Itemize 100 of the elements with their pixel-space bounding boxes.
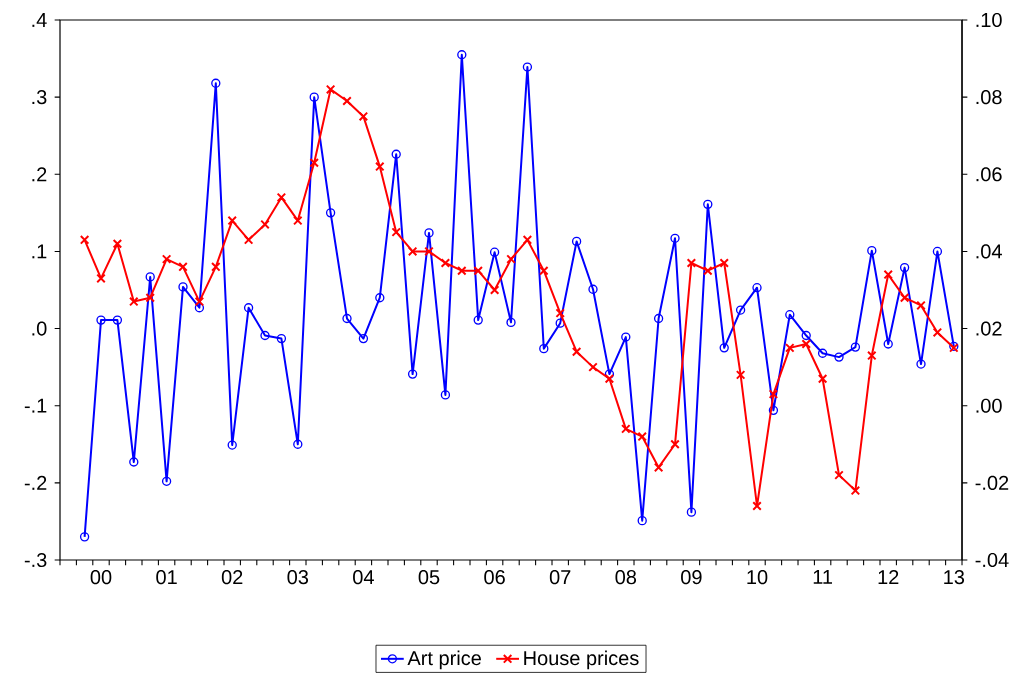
y2-tick-label: .00	[976, 398, 1002, 413]
y-tick-label: -.3	[24, 552, 47, 568]
point	[834, 470, 844, 480]
point	[276, 333, 287, 344]
point	[293, 215, 303, 226]
point	[161, 254, 172, 264]
point	[883, 269, 893, 280]
point	[112, 315, 123, 325]
x-tick-label: 05	[418, 570, 440, 585]
point	[325, 84, 336, 95]
y2-tick-label: .04	[976, 244, 1002, 259]
x-tick-label: 04	[353, 570, 374, 585]
point	[342, 313, 352, 324]
point	[440, 390, 451, 400]
y2-tick-label: .08	[976, 90, 1002, 105]
point	[719, 343, 729, 353]
point	[112, 238, 123, 249]
y2-tick-label: -.02	[975, 475, 1009, 490]
y-tick-label: .0	[32, 321, 47, 336]
y2-tick-label: -.04	[975, 552, 1009, 568]
point	[555, 308, 565, 318]
point	[194, 296, 205, 307]
point	[867, 350, 877, 361]
point	[178, 282, 188, 292]
point	[145, 272, 155, 282]
point	[571, 346, 582, 357]
y2-tick-label: .10	[976, 12, 1002, 28]
point	[457, 50, 467, 60]
y-tick-label: .2	[32, 167, 47, 182]
x-tick-label: 00	[90, 570, 112, 585]
point	[621, 424, 631, 434]
point	[539, 343, 549, 354]
point	[79, 235, 90, 245]
point	[703, 199, 713, 210]
point	[801, 330, 811, 341]
point	[588, 362, 598, 372]
point	[670, 439, 680, 450]
point	[883, 339, 893, 349]
point	[161, 476, 172, 486]
point	[752, 501, 762, 511]
point	[309, 157, 319, 168]
point	[473, 315, 483, 325]
point	[424, 246, 434, 257]
point	[358, 111, 369, 122]
point	[621, 332, 631, 342]
y-tick-label: .3	[32, 90, 47, 105]
x-tick-label: 12	[878, 570, 899, 585]
point	[604, 373, 615, 384]
point	[375, 293, 385, 303]
x-tick-label: 13	[944, 570, 965, 585]
point	[211, 262, 221, 272]
point	[145, 292, 155, 303]
point	[703, 265, 713, 276]
x-tick-label: 07	[549, 570, 571, 585]
point	[260, 330, 270, 341]
x-tick-label: 02	[221, 570, 243, 585]
point	[325, 208, 336, 218]
point	[194, 303, 205, 313]
point	[276, 192, 287, 203]
point	[817, 373, 828, 384]
point	[473, 265, 483, 276]
point	[129, 296, 139, 307]
point	[588, 284, 598, 294]
point	[850, 485, 861, 496]
point	[752, 283, 762, 293]
point	[522, 62, 533, 72]
point	[719, 258, 729, 268]
point	[260, 219, 270, 230]
point	[834, 352, 844, 362]
y2-tick-label: .02	[976, 321, 1002, 336]
point	[916, 300, 926, 311]
point	[293, 439, 303, 449]
point	[670, 233, 680, 243]
legend-label: Art price	[407, 650, 481, 670]
point	[358, 333, 369, 344]
y-tick-label: -.2	[24, 475, 47, 490]
point	[899, 262, 910, 273]
point	[407, 369, 418, 379]
point	[506, 254, 516, 264]
point	[489, 247, 500, 257]
point	[735, 305, 746, 315]
point	[243, 235, 254, 245]
point	[555, 318, 565, 328]
point	[817, 348, 828, 358]
point	[785, 343, 795, 353]
x-tick-label: 06	[484, 570, 505, 585]
point	[932, 327, 943, 338]
point	[768, 405, 779, 416]
point	[916, 359, 926, 369]
point	[391, 227, 401, 237]
point	[424, 228, 434, 238]
y-tick-label: -.1	[24, 398, 47, 413]
point	[539, 265, 549, 276]
point	[96, 315, 106, 325]
point	[801, 339, 811, 349]
x-tick-label: 09	[681, 570, 702, 585]
x-tick-label: 11	[813, 570, 833, 584]
point	[440, 258, 451, 268]
x-tick-label: 01	[156, 570, 177, 585]
point	[457, 265, 467, 276]
